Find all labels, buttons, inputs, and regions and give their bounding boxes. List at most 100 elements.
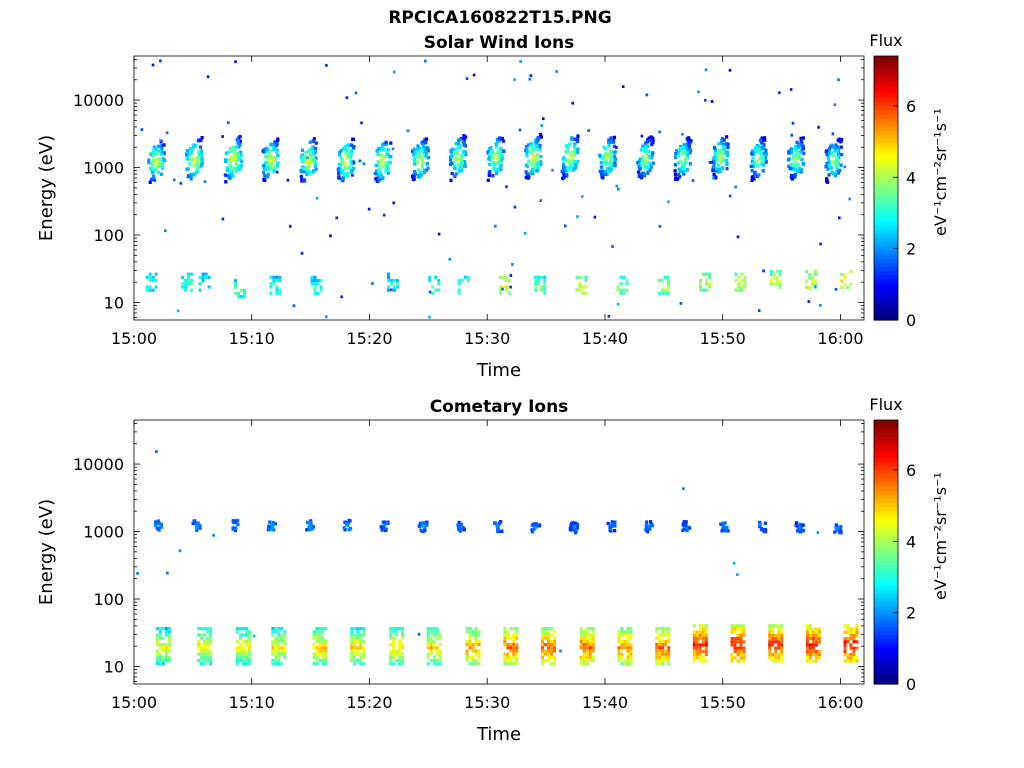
band-cell xyxy=(148,288,152,292)
band-cell xyxy=(740,288,744,292)
band-cell xyxy=(780,633,784,637)
burst-cell xyxy=(192,164,196,168)
band-cell xyxy=(237,291,240,296)
burst-cell xyxy=(300,153,305,157)
burst-cell xyxy=(232,145,236,150)
band-cell xyxy=(389,659,393,663)
burst-cell xyxy=(262,163,266,168)
background-cell xyxy=(658,130,661,134)
band-cell xyxy=(629,662,633,666)
band-cell xyxy=(237,295,240,299)
burst-cell xyxy=(198,526,202,530)
band-cell xyxy=(313,291,317,295)
band-cell xyxy=(465,655,469,659)
burst-cell xyxy=(162,157,166,161)
burst-cell xyxy=(761,163,765,167)
band-cell xyxy=(395,627,399,631)
colorbar-step xyxy=(874,626,898,631)
burst-cell xyxy=(834,160,838,164)
band-cell xyxy=(353,643,357,647)
band-cell xyxy=(704,640,708,644)
band-cell xyxy=(269,275,273,279)
band-cell xyxy=(541,643,544,647)
burst-cell xyxy=(539,160,543,164)
band-cell xyxy=(811,637,815,641)
band-cell xyxy=(206,652,210,656)
band-cell xyxy=(426,630,430,634)
burst-cell xyxy=(235,166,239,170)
band-cell xyxy=(236,652,239,656)
band-cell xyxy=(353,627,357,631)
band-cell xyxy=(814,273,817,277)
band-cell xyxy=(664,639,668,643)
band-cell xyxy=(655,662,659,666)
colorbar-step xyxy=(874,179,898,185)
band-cell xyxy=(362,630,366,634)
burst-cell xyxy=(457,527,461,531)
burst-cell xyxy=(347,518,351,523)
burst-cell xyxy=(151,171,155,175)
background-cell xyxy=(728,194,732,198)
band-cell xyxy=(808,276,811,280)
band-cell xyxy=(316,278,320,283)
band-cell xyxy=(310,275,314,279)
band-cell xyxy=(547,627,550,631)
x-tick-label: 15:00 xyxy=(111,329,157,348)
band-cell xyxy=(658,643,662,647)
band-cell xyxy=(362,646,366,650)
band-cell xyxy=(734,288,738,292)
band-cell xyxy=(271,662,275,666)
colorbar-tick-label: 4 xyxy=(906,168,916,187)
band-cell xyxy=(277,633,281,637)
burst-cell xyxy=(383,161,387,165)
burst-cell xyxy=(502,149,506,153)
band-cell xyxy=(234,285,237,289)
burst-cell xyxy=(350,143,354,147)
background-cell xyxy=(221,217,225,221)
band-cell xyxy=(203,643,207,647)
burst-cell xyxy=(461,152,465,157)
burst-cell xyxy=(636,170,641,174)
band-cell xyxy=(209,633,213,637)
background-cell xyxy=(710,100,714,103)
colorbar-step xyxy=(874,601,898,607)
band-cell xyxy=(242,639,245,643)
band-cell xyxy=(387,275,390,279)
band-cell xyxy=(534,288,538,292)
burst-cell xyxy=(156,526,160,531)
band-cell xyxy=(465,627,469,631)
colorbar-step xyxy=(874,663,898,669)
band-cell xyxy=(278,278,282,283)
band-cell xyxy=(619,288,623,292)
band-cell xyxy=(849,643,853,647)
band-cell xyxy=(730,640,734,644)
band-cell xyxy=(274,655,278,659)
band-cell xyxy=(468,646,472,650)
burst-cell xyxy=(425,162,430,166)
band-cell xyxy=(392,646,396,650)
band-cell xyxy=(658,633,662,637)
band-cell xyxy=(248,639,251,643)
band-cell xyxy=(547,636,550,640)
band-cell xyxy=(209,636,213,640)
burst-cell xyxy=(199,145,203,149)
burst-cell xyxy=(501,139,506,143)
burst-cell xyxy=(604,162,608,166)
background-cell xyxy=(581,195,584,198)
x-tick-label: 15:10 xyxy=(229,693,275,712)
band-cell xyxy=(167,633,171,637)
burst-cell xyxy=(308,522,312,527)
band-cell xyxy=(814,282,817,286)
band-cell xyxy=(695,633,699,637)
burst-cell xyxy=(262,167,266,171)
band-cell xyxy=(730,659,734,663)
band-cell xyxy=(187,282,190,286)
band-cell xyxy=(387,285,390,289)
band-cell xyxy=(167,655,171,659)
burst-cell xyxy=(264,166,268,170)
band-cell xyxy=(318,627,322,631)
burst-cell xyxy=(760,141,764,145)
background-cell xyxy=(345,96,349,100)
colorbar-tick-label: 2 xyxy=(906,240,916,259)
band-cell xyxy=(315,646,319,650)
